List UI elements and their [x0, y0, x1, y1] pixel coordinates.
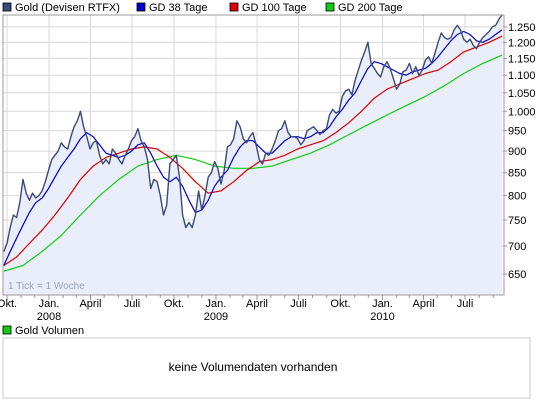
- legend-label-gd100: GD 100 Tage: [242, 2, 307, 14]
- legend-item-gd100: GD 100 Tage: [229, 2, 307, 14]
- series-line-gold: [3, 14, 503, 252]
- legend-label-gd200: GD 200 Tage: [338, 2, 403, 14]
- series-line-gd38: [3, 29, 503, 266]
- x-tick-label: Juli: [290, 298, 307, 310]
- y-tick-label: 1.100: [508, 70, 536, 82]
- x-tick-label: Juli: [457, 298, 474, 310]
- legend-item-gd200: GD 200 Tage: [325, 2, 403, 14]
- y-tick-label: 950: [508, 126, 526, 138]
- volume-empty-message: keine Volumendaten vorhanden: [169, 360, 338, 374]
- y-tick-label: 1.150: [508, 53, 536, 65]
- gold-area-fill: [3, 15, 503, 295]
- legend-swatch-gold: [2, 2, 12, 12]
- series-lines: [3, 14, 503, 272]
- x-tick-year-label: 2010: [370, 311, 394, 323]
- volume-legend-swatch: [2, 325, 12, 335]
- legend-swatch-gd200: [325, 2, 335, 12]
- volume-legend-label: Gold Volumen: [15, 325, 84, 337]
- price-panel: 1 Tick = 1 Woche 650 700 750 800 850 900 950 1.…: [0, 14, 536, 323]
- x-tick-label: Jan.: [39, 298, 60, 310]
- y-tick-label: 1.000: [508, 106, 536, 118]
- x-tick-label: April: [413, 298, 435, 310]
- volume-plot-frame: [2, 337, 531, 399]
- x-tick-label: Okt.: [0, 298, 17, 310]
- y-tick-label: 1.250: [508, 22, 536, 34]
- y-axis-ticks: 650 700 750 800 850 900 950 1.000 1.050 1.100 1.15…: [504, 22, 536, 281]
- legend-label-gold: Gold (Devisen RTFX): [15, 2, 120, 14]
- legend-label-gd38: GD 38 Tage: [149, 2, 208, 14]
- x-tick-label: Okt.: [330, 298, 350, 310]
- x-tick-label: April: [246, 298, 268, 310]
- x-tick-year-label: 2009: [204, 311, 228, 323]
- x-tick-label: Jan.: [372, 298, 393, 310]
- y-tick-label: 750: [508, 215, 526, 227]
- series-line-gd100: [3, 35, 503, 266]
- x-tick-label: Jan.: [206, 298, 227, 310]
- tick-note: 1 Tick = 1 Woche: [8, 281, 85, 292]
- y-tick-label: 800: [508, 191, 526, 203]
- volume-panel: Gold Volumen keine Volumendaten vorhande…: [2, 325, 531, 399]
- y-tick-label: 1.200: [508, 37, 536, 49]
- y-tick-label: 850: [508, 168, 526, 180]
- y-tick-label: 1.050: [508, 88, 536, 100]
- price-legend: Gold (Devisen RTFX) GD 38 Tage GD 100 Ta…: [2, 2, 403, 14]
- y-tick-label: 650: [508, 269, 526, 281]
- legend-swatch-gd100: [229, 2, 239, 12]
- legend-swatch-gd38: [136, 2, 146, 12]
- x-tick-label: Okt.: [164, 298, 184, 310]
- legend-item-gold: Gold (Devisen RTFX): [2, 2, 120, 14]
- y-tick-label: 700: [508, 241, 526, 253]
- legend-item-gd38: GD 38 Tage: [136, 2, 208, 14]
- x-tick-label: April: [79, 298, 101, 310]
- series-line-gd200: [3, 54, 503, 272]
- y-tick-label: 900: [508, 146, 526, 158]
- x-tick-year-label: 2008: [37, 311, 61, 323]
- price-plot-frame: [2, 14, 505, 296]
- x-tick-label: Juli: [124, 298, 141, 310]
